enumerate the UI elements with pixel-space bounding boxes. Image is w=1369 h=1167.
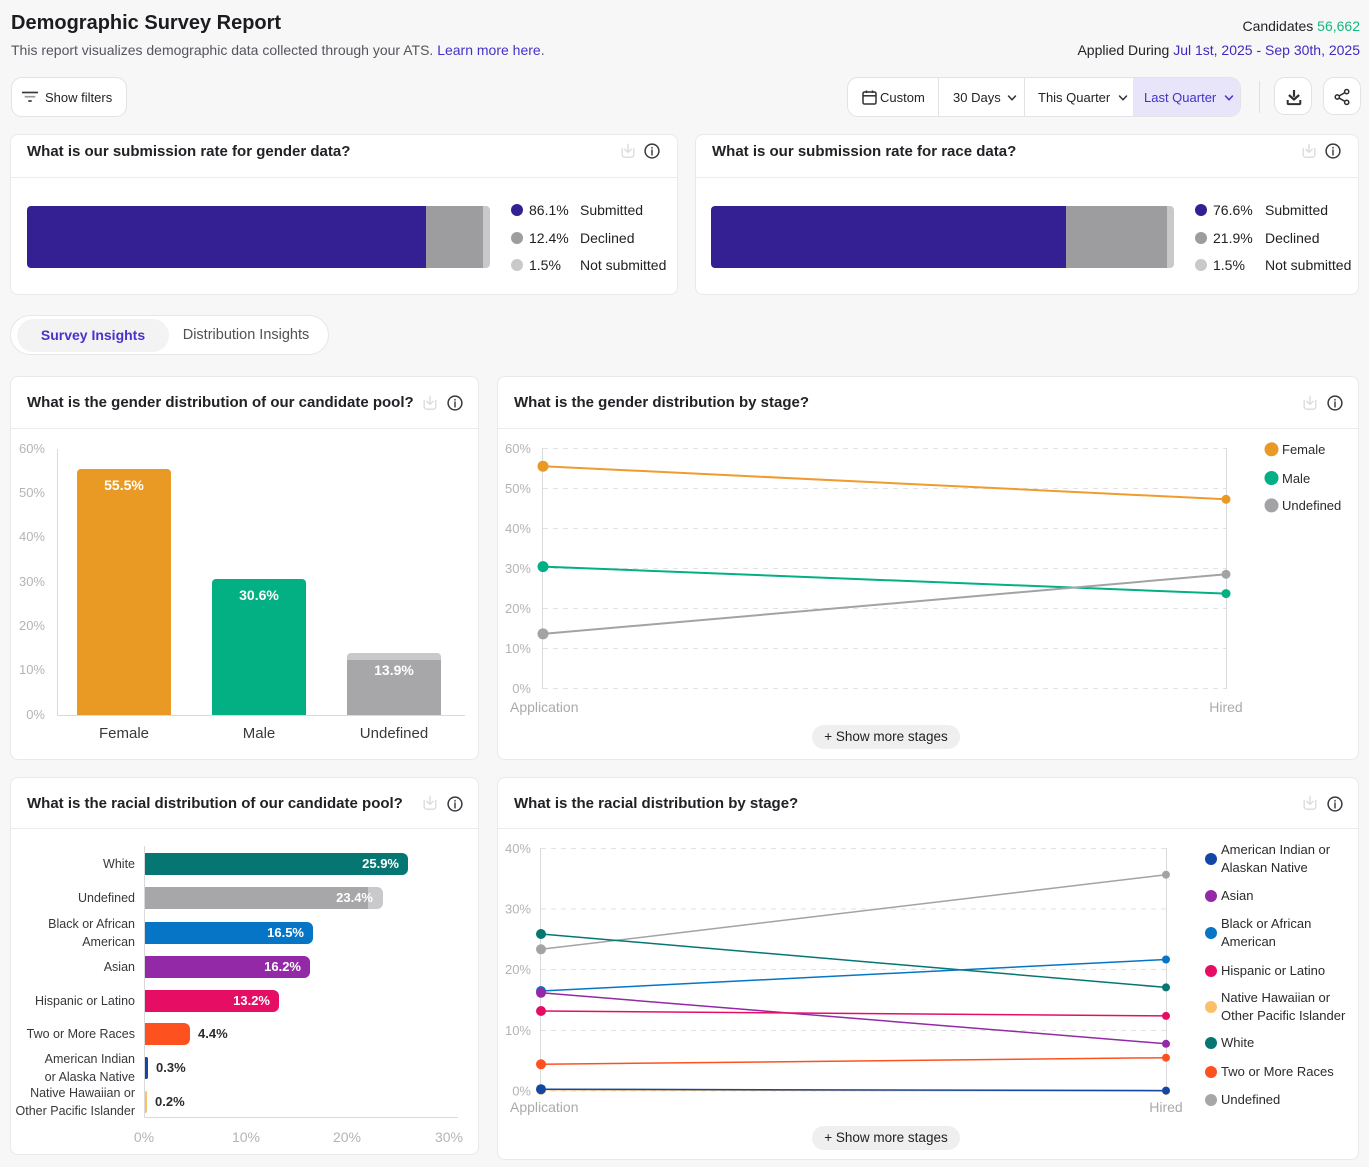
svg-text:Hired: Hired [1149,1099,1182,1115]
svg-text:60%: 60% [505,441,531,456]
svg-text:Male: Male [1282,471,1310,486]
svg-text:10%: 10% [505,1023,531,1038]
svg-text:0%: 0% [512,1084,531,1099]
svg-text:0%: 0% [512,681,531,696]
svg-text:10%: 10% [505,641,531,656]
svg-text:40%: 40% [505,841,531,856]
svg-text:Application: Application [510,699,579,715]
svg-text:30%: 30% [505,902,531,917]
svg-text:50%: 50% [505,481,531,496]
svg-text:Undefined: Undefined [1282,498,1341,513]
svg-text:Female: Female [1282,442,1325,457]
svg-text:Hired: Hired [1209,699,1242,715]
svg-text:20%: 20% [505,601,531,616]
svg-text:30%: 30% [505,561,531,576]
svg-text:20%: 20% [505,962,531,977]
svg-text:40%: 40% [505,521,531,536]
svg-text:Application: Application [510,1099,579,1115]
